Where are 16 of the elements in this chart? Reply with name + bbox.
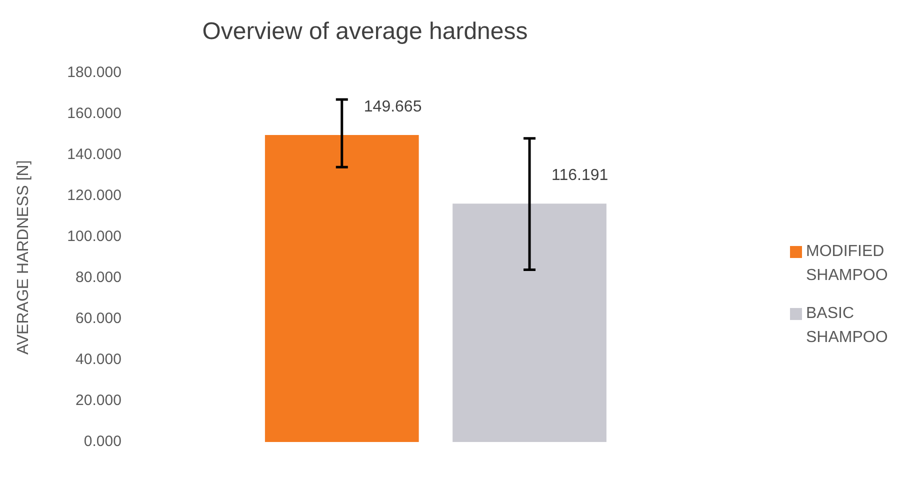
legend-label: MODIFIED SHAMPOO bbox=[806, 242, 889, 286]
y-tick-label: 80.000 bbox=[76, 269, 122, 286]
y-tick-label: 140.000 bbox=[67, 146, 122, 163]
y-tick-label: 100.000 bbox=[67, 228, 122, 246]
data-label: 149.665 bbox=[364, 98, 422, 116]
y-tick-label: 20.000 bbox=[76, 392, 122, 410]
y-tick-label: 40.000 bbox=[76, 351, 122, 368]
data-label: 116.191 bbox=[552, 167, 608, 184]
y-tick-label: 160.000 bbox=[67, 104, 122, 122]
y-tick-label: 0.000 bbox=[84, 433, 122, 450]
y-tick-label: 180.000 bbox=[67, 64, 122, 81]
chart-title: Overview of average hardness bbox=[202, 18, 528, 46]
y-tick-label: 60.000 bbox=[76, 310, 122, 328]
y-tick-label: 120.000 bbox=[67, 187, 122, 204]
legend-label: BASIC SHAMPOO bbox=[806, 304, 889, 348]
y-axis-title: AVERAGE HARDNESS [N] bbox=[15, 160, 32, 355]
